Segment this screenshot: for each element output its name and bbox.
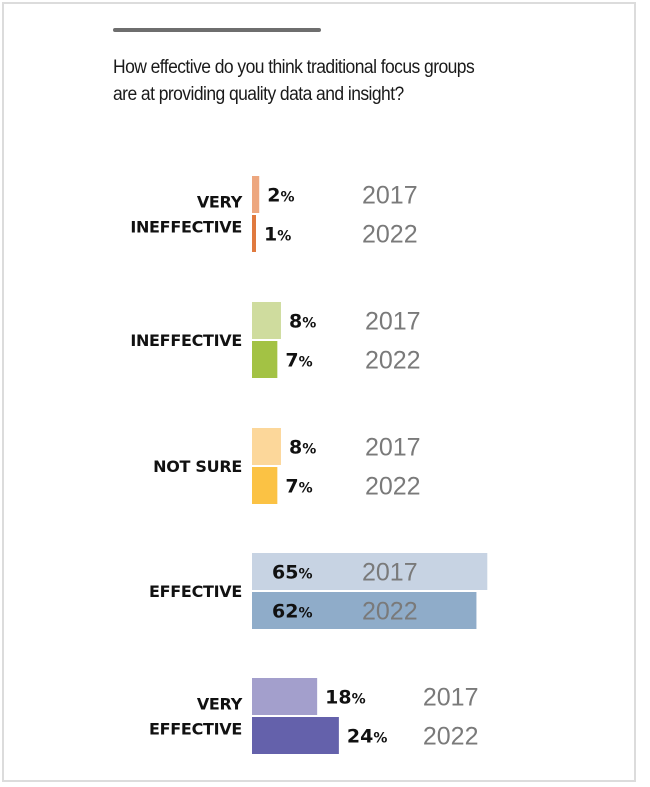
value-label: 1% [264,224,291,246]
category-label: VERY [197,695,243,714]
category-label: VERY [197,193,243,212]
category-label: INEFFECTIVE [130,218,242,237]
chart-frame [2,2,636,782]
year-label: 2022 [362,221,418,249]
bar-2017 [252,428,281,465]
category-label: EFFECTIVE [149,582,242,601]
year-label: 2017 [362,182,418,210]
bar-2017 [252,302,281,339]
year-label: 2017 [365,434,421,462]
year-label: 2022 [365,347,421,375]
bar-2017 [252,553,488,590]
value-label: 24% [347,726,387,748]
year-label: 2022 [423,723,479,751]
year-label: 2017 [423,684,479,712]
header-rule [113,28,321,32]
value-label: 7% [285,476,312,498]
value-label: 8% [289,311,316,333]
category-label: EFFECTIVE [149,720,242,739]
year-label: 2022 [365,473,421,501]
value-label: 2% [267,185,294,207]
bar-2022 [252,215,256,252]
bar-2022 [252,341,278,378]
chart-title: How effective do you think traditional f… [113,57,475,105]
value-label: 18% [325,687,365,709]
year-label: 2017 [362,559,418,587]
year-label: 2022 [362,598,418,626]
bar-2022 [252,467,278,504]
category-label: INEFFECTIVE [130,331,242,350]
bar-2017 [252,176,260,213]
value-label: 65% [272,562,312,584]
bar-2022 [252,592,477,629]
category-label: NOT SURE [153,457,242,476]
bar-2017 [252,678,318,715]
bar-2022 [252,717,339,754]
value-label: 62% [272,601,312,623]
value-label: 7% [285,350,312,372]
year-label: 2017 [365,308,421,336]
value-label: 8% [289,437,316,459]
